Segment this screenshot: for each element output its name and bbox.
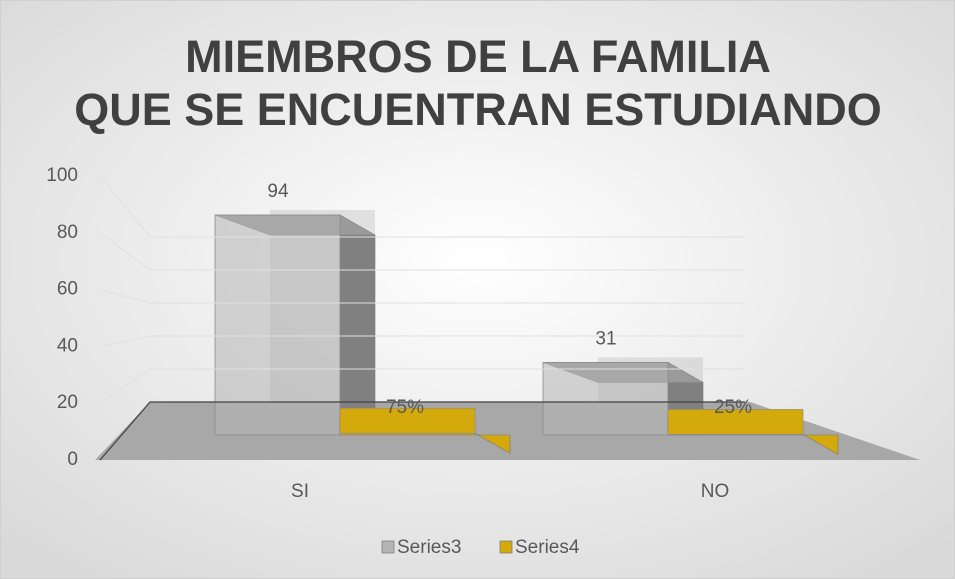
x-tick-label: NO [701,481,730,502]
bar-front [214,214,341,436]
bar [339,407,511,454]
grid-line [99,175,745,238]
legend-swatch [499,540,513,554]
chart-title: MIEMBROS DE LA FAMILIA QUE SE ENCUENTRAN … [74,31,882,135]
data-label: 75% [386,397,424,418]
legend-label: Series4 [515,537,580,558]
grid-line [99,232,745,271]
y-tick-label: 100 [46,165,78,186]
data-label: 31 [595,328,616,349]
bar-front [667,434,804,436]
bar-front [339,432,476,436]
y-tick-label: 40 [57,335,78,356]
grid-line [99,335,745,347]
grid-line [99,368,745,404]
data-label: 94 [267,181,289,202]
bar [214,210,377,436]
bar-front [542,362,669,436]
legend-swatch [381,540,395,554]
grid-line [99,289,745,304]
y-tick-label: 80 [57,222,78,243]
bar [667,409,839,455]
y-tick-label: 60 [57,279,78,300]
y-tick-label: 0 [67,449,78,470]
data-label: 25% [714,397,752,418]
x-tick-label: SI [291,481,309,502]
grid-line [99,401,745,461]
y-tick-label: 20 [57,392,78,413]
legend-label: Series3 [397,537,461,558]
